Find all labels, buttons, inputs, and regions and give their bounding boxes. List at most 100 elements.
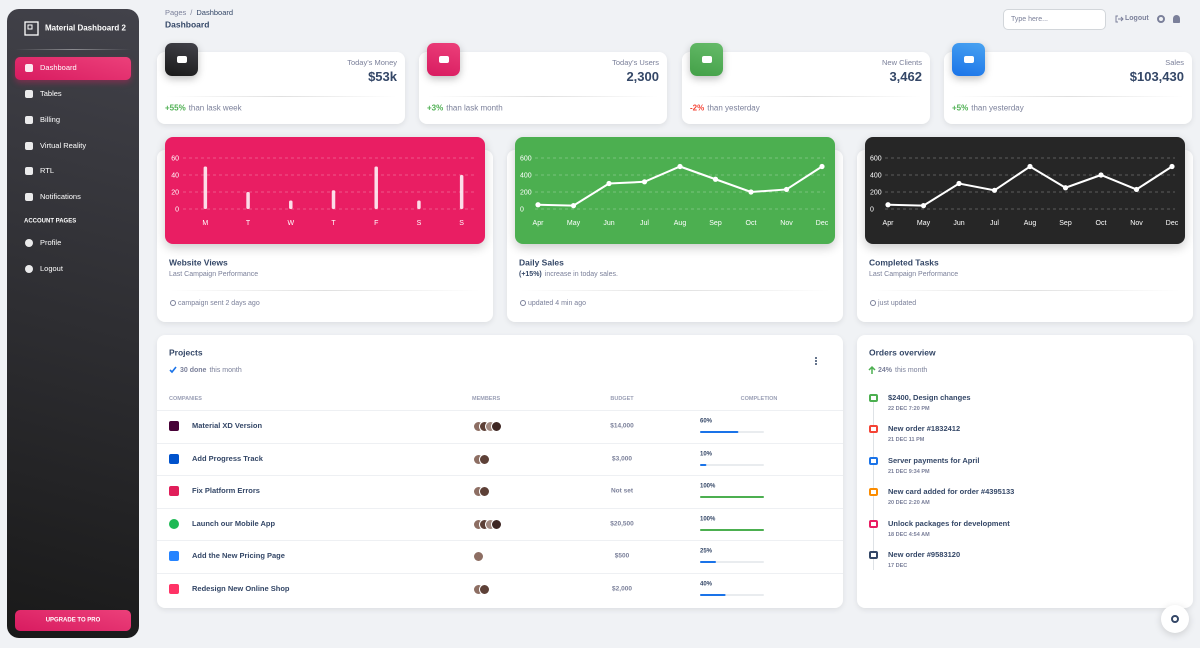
orders-change: 24% this month <box>878 367 927 375</box>
sidebar-section: ACCOUNT PAGES <box>24 218 77 225</box>
y-tick-label: 0 <box>520 207 524 214</box>
upgrade-label[interactable]: UPGRADE TO PRO <box>45 617 101 624</box>
point <box>641 179 648 185</box>
line <box>537 165 823 207</box>
column-header: MEMBERS <box>472 395 501 402</box>
row-divider <box>157 442 843 444</box>
point <box>991 187 998 193</box>
member-avatar <box>479 583 490 595</box>
nav-item[interactable]: Virtual Reality <box>40 140 87 150</box>
row-divider <box>157 539 843 541</box>
chart-footer: updated 4 min ago <box>528 299 586 307</box>
brand-icon-shape <box>24 21 39 36</box>
brand-name: Material Dashboard 2 <box>45 23 126 33</box>
stat-icon-glyph <box>964 56 974 63</box>
completion-label: 100% <box>700 516 716 523</box>
orders-card <box>857 335 1193 608</box>
progress-fill <box>700 529 764 531</box>
order-date: 20 DEC 2:20 AM <box>888 499 930 506</box>
x-tick-label: Oct <box>746 220 757 227</box>
logout-link[interactable]: Logout <box>1125 15 1149 23</box>
point <box>1098 172 1104 178</box>
x-tick-label: Sep <box>709 220 722 227</box>
nav-item[interactable]: RTL <box>40 165 55 175</box>
y-tick-label: 60 <box>171 156 179 163</box>
nav-item[interactable]: Notifications <box>40 191 81 201</box>
timeline-line <box>873 398 874 570</box>
point <box>1062 185 1069 191</box>
nav-item[interactable]: Billing <box>40 114 61 124</box>
progress-bar <box>700 464 764 466</box>
y-tick-label: 400 <box>870 173 882 180</box>
company-logo <box>169 584 179 594</box>
notifications-icon[interactable] <box>1173 15 1180 23</box>
bar <box>417 200 421 209</box>
row-divider <box>157 409 843 411</box>
menu-dot[interactable] <box>815 360 817 362</box>
x-tick-label: Aug <box>674 220 687 227</box>
company-logo <box>169 421 179 431</box>
nav-item[interactable]: Tables <box>40 88 62 98</box>
stat-card <box>682 52 930 124</box>
member-avatar <box>479 453 490 465</box>
x-tick-label: Apr <box>533 220 545 227</box>
nav-item[interactable]: Dashboard <box>40 62 77 72</box>
point <box>712 176 719 182</box>
arrow-up-icon <box>868 365 876 374</box>
order-title: New card added for order #4395133 <box>888 486 1015 496</box>
stat-value: 2,300 <box>626 68 659 84</box>
completion-label: 60% <box>700 418 713 425</box>
x-tick-label: Jul <box>640 220 649 227</box>
project-budget: $3,000 <box>612 455 632 463</box>
orders-title: Orders overview <box>869 347 936 358</box>
menu-dot[interactable] <box>815 363 817 365</box>
company-name: Add Progress Track <box>192 453 263 463</box>
nav-icon <box>25 167 33 175</box>
order-date: 21 DEC 11 PM <box>888 436 925 443</box>
company-logo <box>169 486 179 496</box>
projects-done-count: 30 done <box>180 366 207 374</box>
progress-track <box>700 464 764 466</box>
brand-icon <box>24 21 39 36</box>
y-tick-label: 40 <box>171 173 179 180</box>
x-tick-label: Jun <box>603 220 614 227</box>
search-input[interactable] <box>1003 9 1106 30</box>
stat-change-value: +3% <box>427 103 444 113</box>
company-name: Redesign New Online Shop <box>192 583 290 593</box>
progress-track <box>700 561 764 563</box>
projects-title: Projects <box>169 347 203 358</box>
progress-fill <box>700 464 707 466</box>
chart-divider <box>519 290 831 291</box>
point <box>1133 186 1140 193</box>
orders-change-value: 24% <box>878 366 893 374</box>
settings-icon[interactable] <box>1157 15 1165 23</box>
clock-icon <box>870 300 876 306</box>
point <box>677 163 683 170</box>
menu-dot[interactable] <box>815 357 817 359</box>
chart-subtitle: Last Campaign Performance <box>869 271 958 279</box>
stat-label: New Clients <box>881 57 922 67</box>
order-title: $2400, Design changes <box>888 392 971 402</box>
progress-bar <box>700 431 764 433</box>
chart-title: Completed Tasks <box>869 257 939 268</box>
brand-icon-shape <box>27 24 33 30</box>
upgrade-button[interactable] <box>15 610 131 631</box>
x-tick-label: Aug <box>1024 220 1037 227</box>
y-tick-label: 200 <box>870 190 882 197</box>
x-tick-label: Oct <box>1096 220 1107 227</box>
order-date: 17 DEC <box>888 562 908 569</box>
order-date: 22 DEC 7:20 PM <box>888 405 930 412</box>
nav-item[interactable]: Profile <box>40 237 62 247</box>
check-icon-shape <box>169 366 177 374</box>
configurator-icon <box>1171 615 1179 623</box>
timeline-icon <box>869 520 878 528</box>
stat-change-note: than lask month <box>446 103 503 113</box>
progress-bar <box>700 496 764 498</box>
stat-change-value: +5% <box>952 103 969 113</box>
project-budget: Not set <box>610 487 634 495</box>
bar <box>246 192 250 209</box>
chart-subtitle: (+15%) increase in today sales. <box>519 271 618 279</box>
chart-title: Website Views <box>169 257 228 268</box>
nav-item[interactable]: Logout <box>40 263 63 273</box>
order-date: 21 DEC 9:34 PM <box>888 468 930 475</box>
